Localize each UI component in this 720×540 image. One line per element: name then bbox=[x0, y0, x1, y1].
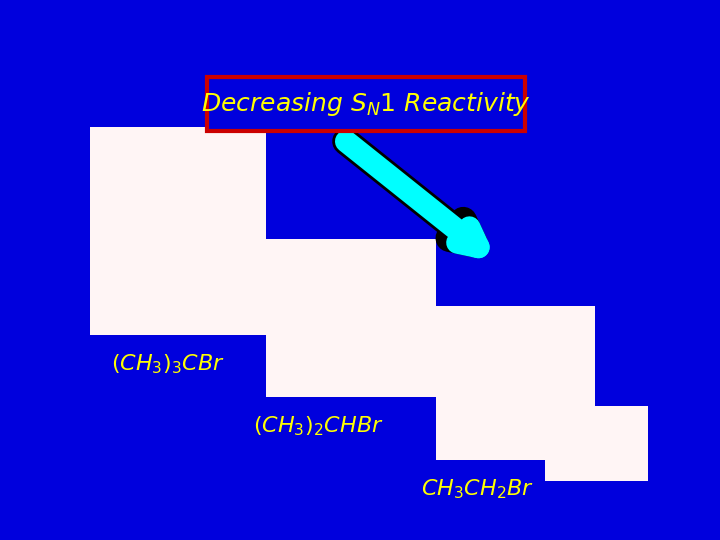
Text: $(CH_3)_3CBr$: $(CH_3)_3CBr$ bbox=[111, 353, 225, 376]
Bar bbox=[436, 306, 595, 460]
Bar bbox=[266, 239, 436, 397]
Bar bbox=[545, 406, 648, 522]
Text: $\mathit{Decreasing\ S_N1\ Reactivity}$: $\mathit{Decreasing\ S_N1\ Reactivity}$ bbox=[201, 90, 531, 118]
Bar bbox=[207, 77, 526, 131]
Bar bbox=[90, 127, 266, 335]
Text: $CH_3CH_2Br$: $CH_3CH_2Br$ bbox=[421, 477, 534, 501]
Text: $(CH_3)_2CHBr$: $(CH_3)_2CHBr$ bbox=[253, 415, 384, 438]
